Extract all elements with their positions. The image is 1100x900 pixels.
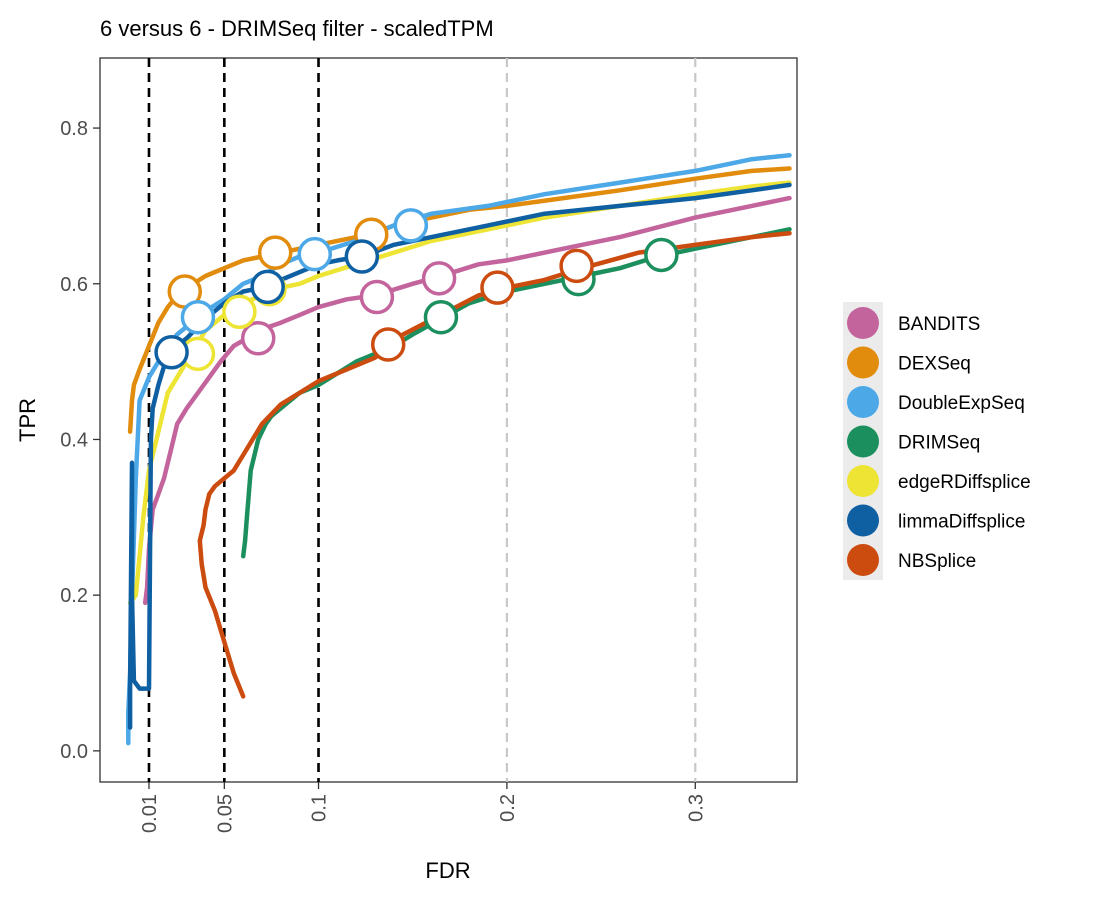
marker-DEXSeq-1	[257, 235, 293, 270]
legend-key-DRIMSeq	[847, 425, 879, 458]
legend-key-limmaDiffsplice	[847, 504, 879, 537]
marker-NBSplice-1	[480, 270, 515, 305]
legend-key-DEXSeq	[847, 346, 879, 379]
marker-DoubleExpSeq-2	[393, 208, 429, 243]
y-tick-label-3: 0.6	[60, 274, 88, 296]
marker-BANDITS-0	[240, 321, 276, 356]
legend-key-BANDITS	[847, 307, 879, 339]
chart-title: 6 versus 6 - DRIMSeq filter - scaledTPM	[100, 16, 494, 41]
y-tick-label-2: 0.4	[60, 429, 88, 451]
legend-label-DoubleExpSeq: DoubleExpSeq	[898, 393, 1025, 414]
y-tick-label-1: 0.2	[60, 585, 88, 607]
marker-limmaDiffsplice-0	[154, 335, 189, 370]
y-tick-label-4: 0.8	[60, 118, 88, 140]
series-line-limmaDiffsplice	[127, 182, 792, 730]
x-tick-label-3: 0.2	[497, 794, 519, 822]
series-line-NBSplice	[197, 230, 792, 699]
marker-NBSplice-0	[370, 327, 406, 362]
y-tick-label-0: 0.0	[60, 741, 88, 763]
y-axis: 0.0 0.2 0.4 0.6 0.8	[60, 118, 100, 763]
marker-DoubleExpSeq-1	[297, 236, 333, 272]
legend-label-DEXSeq: DEXSeq	[898, 354, 971, 375]
series-line-DoubleExpSeq	[126, 153, 792, 746]
x-axis: 0.01 0.05 0.1 0.2 0.3	[139, 782, 707, 833]
x-tick-label-1: 0.05	[214, 794, 236, 833]
legend-label-DRIMSeq: DRIMSeq	[898, 433, 980, 454]
legend-label-NBSplice: NBSplice	[898, 551, 976, 572]
legend-label-limmaDiffsplice: limmaDiffsplice	[898, 512, 1025, 533]
plot-panel	[99, 57, 798, 783]
legend-key-NBSplice	[847, 544, 879, 576]
marker-DoubleExpSeq-0	[180, 299, 216, 335]
marker-DRIMSeq-2	[644, 237, 679, 273]
legend-key-DoubleExpSeq	[847, 386, 879, 418]
marker-BANDITS-1	[359, 279, 395, 315]
marker-edgeRDiffsplice-1	[222, 294, 257, 330]
x-tick-label-2: 0.1	[309, 794, 331, 822]
x-axis-title: FDR	[425, 858, 470, 883]
marker-BANDITS-2	[421, 261, 457, 296]
x-tick-label-0: 0.01	[139, 794, 161, 833]
marker-NBSplice-2	[559, 248, 594, 284]
legend: BANDITS DEXSeq DoubleExpSeq DRIMSeq edgeRDif…	[843, 302, 1031, 580]
legend-key-edgeRDiffsplice	[847, 465, 879, 497]
y-axis-title: TPR	[15, 398, 40, 442]
marker-limmaDiffsplice-1	[250, 269, 285, 305]
x-tick-label-4: 0.3	[685, 794, 707, 822]
marker-DRIMSeq-0	[423, 299, 459, 335]
marker-layer	[154, 208, 679, 372]
legend-label-edgeRDiffsplice: edgeRDiffsplice	[898, 472, 1031, 493]
marker-limmaDiffsplice-2	[344, 239, 380, 274]
legend-label-BANDITS: BANDITS	[898, 314, 980, 335]
